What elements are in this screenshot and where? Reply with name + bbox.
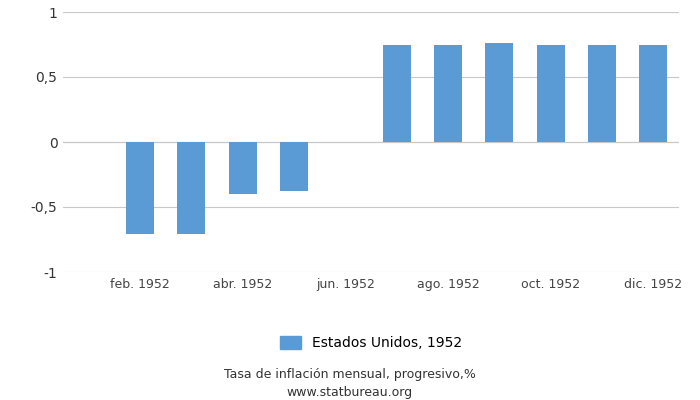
Bar — [228, 142, 257, 194]
Bar — [382, 44, 411, 142]
Bar — [177, 142, 205, 234]
Bar — [639, 44, 667, 142]
Bar — [434, 44, 462, 142]
Text: Tasa de inflación mensual, progresivo,%: Tasa de inflación mensual, progresivo,% — [224, 368, 476, 381]
Bar — [126, 142, 154, 234]
Bar — [588, 44, 616, 142]
Bar — [485, 43, 513, 142]
Legend: Estados Unidos, 1952: Estados Unidos, 1952 — [280, 336, 462, 350]
Text: www.statbureau.org: www.statbureau.org — [287, 386, 413, 399]
Bar — [280, 142, 308, 192]
Bar — [536, 44, 565, 142]
